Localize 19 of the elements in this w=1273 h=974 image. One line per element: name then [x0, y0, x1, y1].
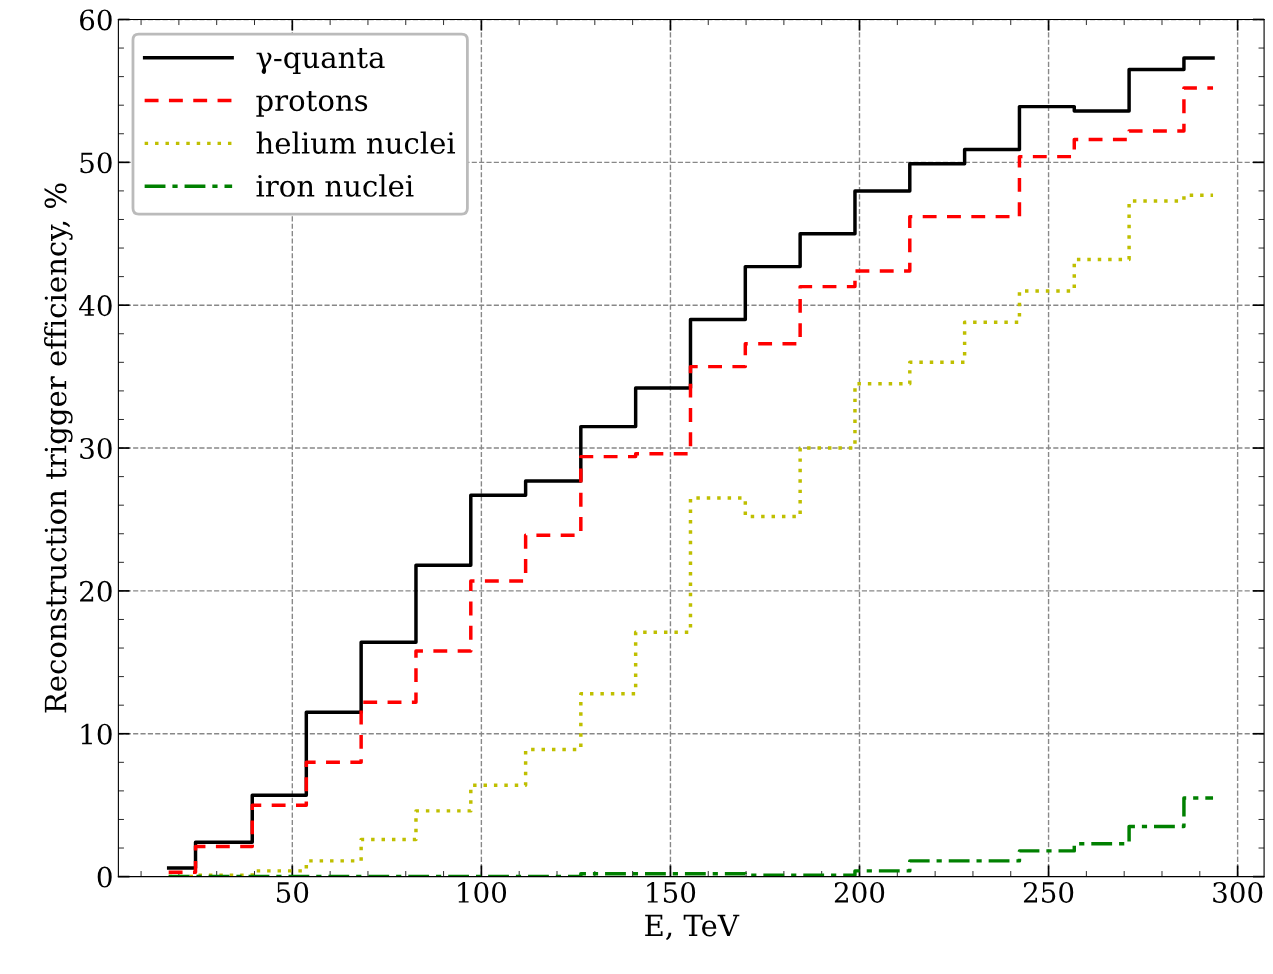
- x-tick-label: 150: [647, 881, 696, 903]
- x-axis-title: E, TeV: [645, 914, 740, 941]
- y-tick-label: 20: [80, 580, 112, 602]
- legend-label: helium nuclei: [256, 131, 456, 154]
- legend-label: iron nuclei: [256, 174, 414, 197]
- y-tick-label: 30: [80, 437, 112, 459]
- legend-label: protons: [256, 90, 368, 117]
- legend-label: γ-quanta: [256, 48, 385, 74]
- y-tick-label: 50: [80, 152, 112, 174]
- y-axis-title: Reconstruction trigger efficiency, %: [43, 183, 73, 713]
- y-tick-label: 60: [80, 9, 112, 31]
- x-tick-label: 250: [1023, 881, 1074, 903]
- x-tick-label: 300: [1213, 881, 1263, 903]
- y-tick-label: 0: [97, 866, 112, 888]
- x-tick-label: 200: [834, 881, 885, 903]
- y-tick-label: 10: [81, 723, 112, 745]
- y-tick-label: 40: [79, 295, 112, 317]
- x-tick-label: 50: [277, 881, 309, 903]
- x-tick-label: 100: [458, 881, 507, 903]
